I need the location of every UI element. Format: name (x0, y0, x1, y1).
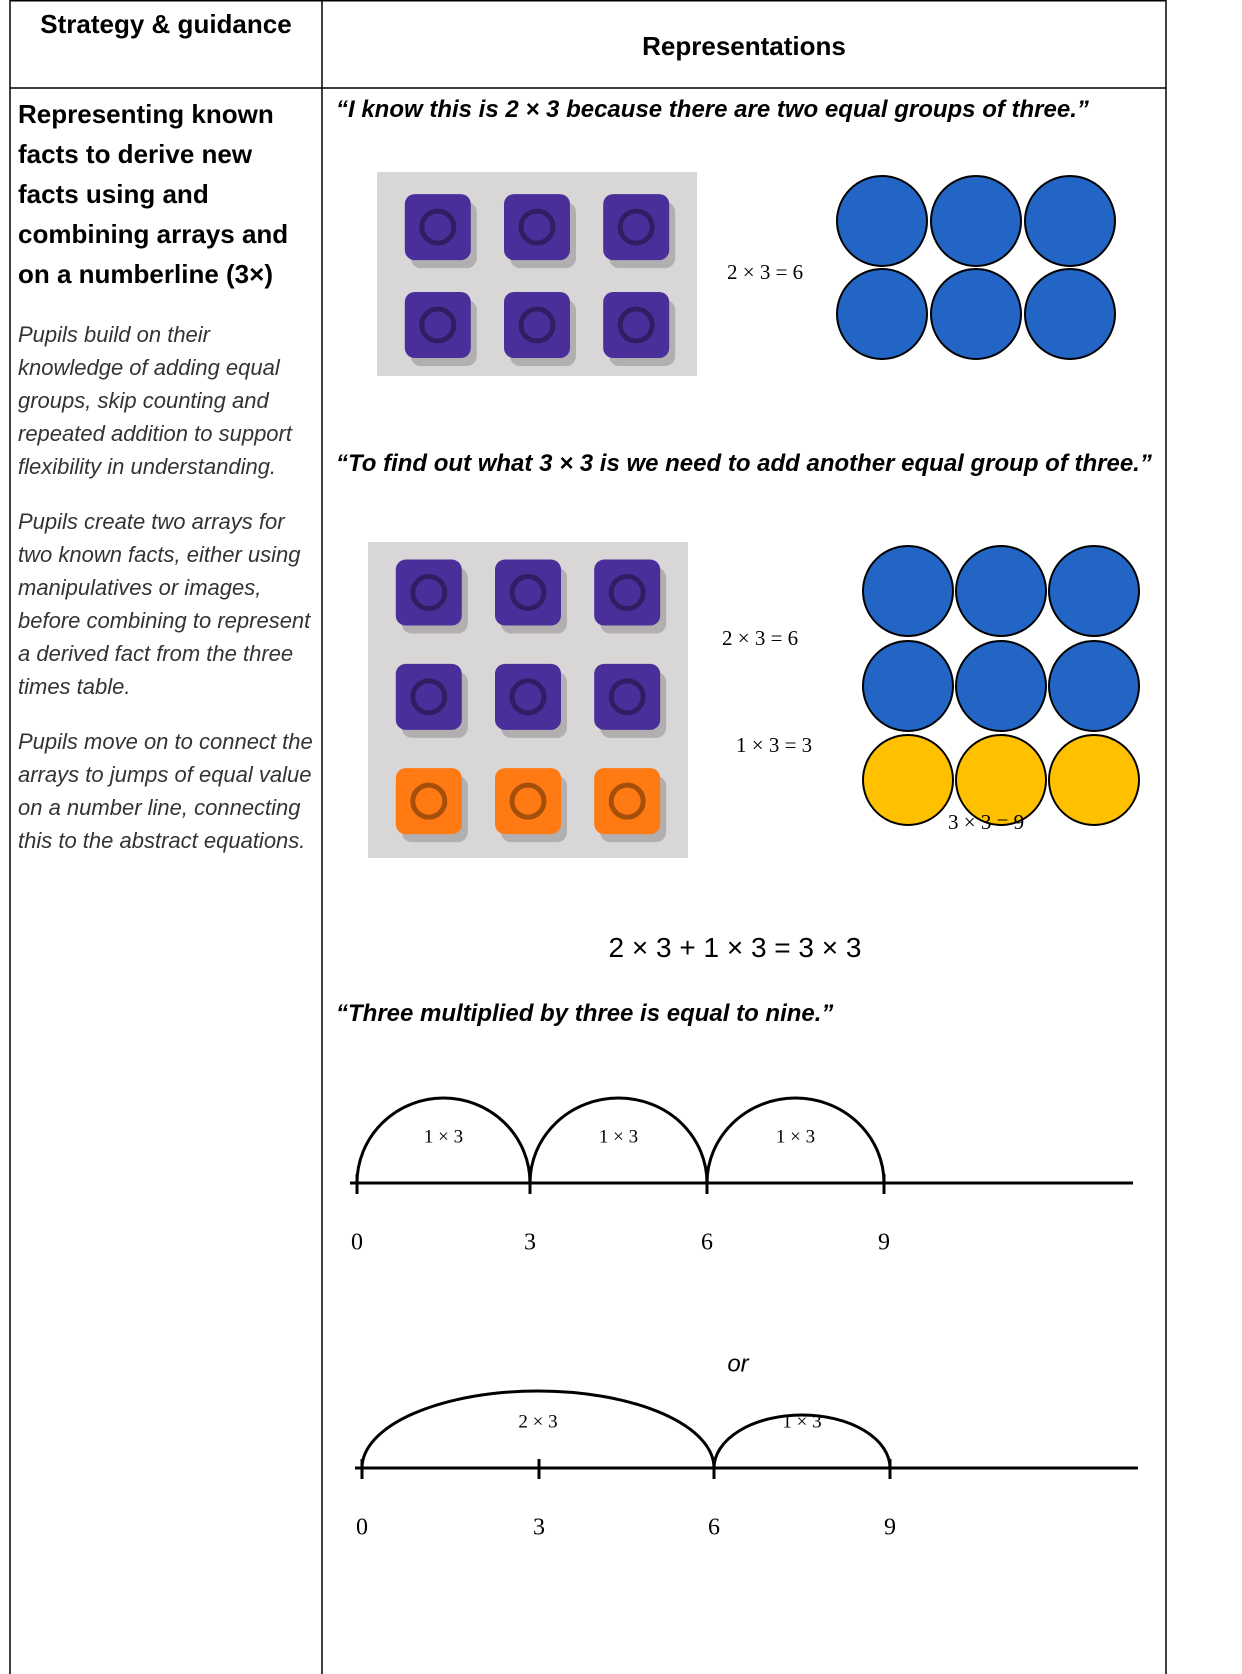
counter (862, 640, 954, 732)
counter (955, 734, 1047, 826)
equation: 1 × 3 = 3 (736, 733, 813, 757)
cube-hole (410, 678, 448, 716)
quote: “To find out what 3 × 3 is we need to ad… (336, 450, 1152, 477)
jump-arc (360, 1389, 716, 1469)
header-left: Strategy & guidance (40, 9, 292, 39)
cube (603, 292, 670, 358)
number-label: 3 (524, 1230, 536, 1256)
cube-hole (509, 574, 547, 612)
cube-hole (419, 306, 457, 344)
number-lines: 0 3 6 9 1 × 3 1 × 3 1 × 3 0 3 6 9 2 × 3 1 × 3 (350, 1096, 1138, 1541)
jump-label: 1 × 3 (776, 1126, 815, 1147)
cube (594, 559, 661, 626)
jump-arc (705, 1096, 886, 1184)
cube (404, 292, 471, 358)
left-column: Representing known facts to derive new f… (18, 94, 313, 879)
counter (862, 545, 954, 637)
equation: 2 × 3 = 6 (722, 626, 799, 650)
table-lines (9, 0, 1167, 1674)
jump-arc (355, 1096, 532, 1184)
equation: 2 × 3 = 6 (727, 260, 804, 284)
cube (594, 768, 661, 835)
paragraph: Pupils build on their knowledge of addin… (18, 322, 292, 479)
counter (1024, 268, 1116, 360)
cube-hole (410, 574, 448, 612)
counter (836, 175, 928, 267)
quote: “I know this is 2 × 3 because there are … (336, 96, 1089, 123)
cube (504, 194, 570, 261)
cubes-photo (377, 172, 697, 376)
number-label: 9 (878, 1230, 890, 1256)
cube (603, 194, 670, 261)
number-label: 6 (701, 1230, 713, 1256)
combined-equation: 2 × 3 + 1 × 3 = 3 × 3 (608, 932, 862, 963)
cubes-photo (368, 542, 688, 858)
cube (495, 663, 561, 730)
cube-hole (419, 208, 457, 246)
strategy-title: Representing known facts to derive new f… (18, 99, 289, 289)
cube-hole (608, 782, 646, 820)
counter-array (836, 175, 1140, 826)
jump-label: 1 × 3 (599, 1126, 638, 1147)
counter (1024, 175, 1116, 267)
cube-hole (518, 306, 556, 344)
cube (395, 663, 462, 730)
equation: 3 × 3 = 9 (948, 810, 1025, 834)
cube (495, 768, 561, 835)
number-label: 3 (533, 1515, 545, 1541)
jump-arc (528, 1096, 709, 1184)
cube (504, 292, 570, 358)
jump-label: 1 × 3 (782, 1411, 821, 1432)
cube-hole (608, 678, 646, 716)
counter (930, 175, 1022, 267)
cube-hole (608, 574, 646, 612)
cube (495, 559, 561, 626)
counter (836, 268, 928, 360)
counter (1048, 734, 1140, 826)
cube (594, 663, 661, 730)
counter (862, 734, 954, 826)
cube (404, 194, 471, 261)
paragraph: Pupils move on to connect the arrays to … (18, 729, 313, 853)
counter (955, 640, 1047, 732)
counter (930, 268, 1022, 360)
paragraph: Pupils create two arrays for two known f… (18, 509, 311, 699)
number-label: 6 (708, 1515, 720, 1541)
jump-label: 2 × 3 (518, 1411, 557, 1432)
cube-hole (509, 678, 547, 716)
cube-hole (518, 208, 556, 246)
header-right: Representations (642, 31, 846, 61)
cube (395, 768, 462, 835)
number-label: 0 (356, 1515, 368, 1541)
cube-hole (617, 208, 655, 246)
cube-hole (617, 306, 655, 344)
cube-hole (509, 782, 547, 820)
or-text: or (727, 1350, 749, 1377)
cube (395, 559, 462, 626)
number-label: 9 (884, 1515, 896, 1541)
jump-label: 1 × 3 (424, 1126, 463, 1147)
counter (1048, 640, 1140, 732)
counter (955, 545, 1047, 637)
counter (1048, 545, 1140, 637)
number-label: 0 (351, 1230, 363, 1256)
cube-hole (410, 782, 448, 820)
jump-arc (712, 1413, 892, 1469)
quote: “Three multiplied by three is equal to n… (336, 1000, 834, 1027)
